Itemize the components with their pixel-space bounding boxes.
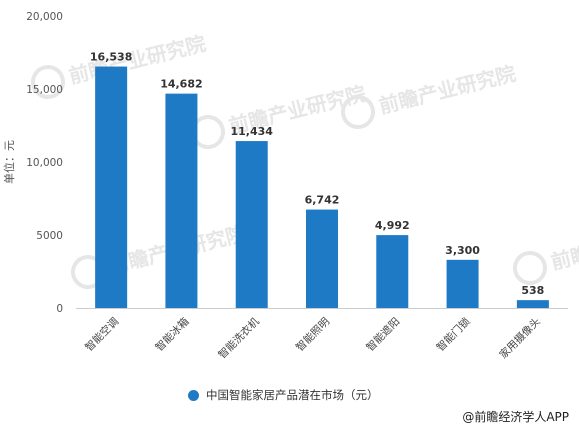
y-tick-label: 20,000 <box>26 11 63 23</box>
bar-2 <box>165 93 198 309</box>
bar-1 <box>95 66 128 308</box>
svg-text:前瞻产业研究院: 前瞻产业研究院 <box>548 217 579 274</box>
source-credit: @前瞻经济学人APP <box>462 410 569 424</box>
data-label: 3,300 <box>445 244 480 257</box>
bar-5 <box>376 235 409 308</box>
y-tick-label: 15,000 <box>26 84 63 96</box>
data-label: 11,434 <box>230 125 273 138</box>
bars <box>95 66 549 309</box>
data-label: 538 <box>521 284 544 297</box>
x-tick-label: 家用摄像头 <box>497 315 543 361</box>
x-tick-label: 智能遮阳 <box>364 315 403 354</box>
y-tick-label: 0 <box>56 303 63 315</box>
data-label: 6,742 <box>305 194 340 207</box>
watermark: 前瞻产业研究院 <box>341 61 518 129</box>
x-tick-label: 智能洗衣机 <box>216 315 263 362</box>
legend: 中国智能家居产品潜在市场（元） <box>188 386 379 404</box>
x-tick-label: 智能空调 <box>82 315 121 354</box>
x-tick-label: 智能照明 <box>293 315 332 354</box>
bar-6 <box>446 259 479 308</box>
legend-label: 中国智能家居产品潜在市场（元） <box>206 388 379 402</box>
svg-text:前瞻产业研究院: 前瞻产业研究院 <box>376 61 518 118</box>
data-labels: 16,538 14,682 11,434 6,742 4,992 3,300 538 <box>90 51 544 298</box>
data-label: 4,992 <box>375 219 410 232</box>
bar-3 <box>235 141 268 308</box>
x-tick-label: 智能冰箱 <box>153 315 192 354</box>
axes: 0 5000 10,000 15,000 20,000 <box>26 11 568 315</box>
y-axis-label: 单位：元 <box>2 140 16 184</box>
y-tick-label: 5000 <box>36 230 63 242</box>
data-label: 16,538 <box>90 51 132 64</box>
watermark: 前瞻产业研究院 <box>513 217 579 285</box>
bar-4 <box>306 209 338 308</box>
y-tick-label: 10,000 <box>26 157 63 169</box>
data-label: 14,682 <box>160 78 202 91</box>
category-labels: 智能空调 智能冰箱 智能洗衣机 智能照明 智能遮阳 智能门锁 家用摄像头 <box>82 315 543 362</box>
legend-marker <box>188 389 199 401</box>
bar-7 <box>516 300 549 308</box>
x-tick-label: 智能门锁 <box>434 315 473 354</box>
